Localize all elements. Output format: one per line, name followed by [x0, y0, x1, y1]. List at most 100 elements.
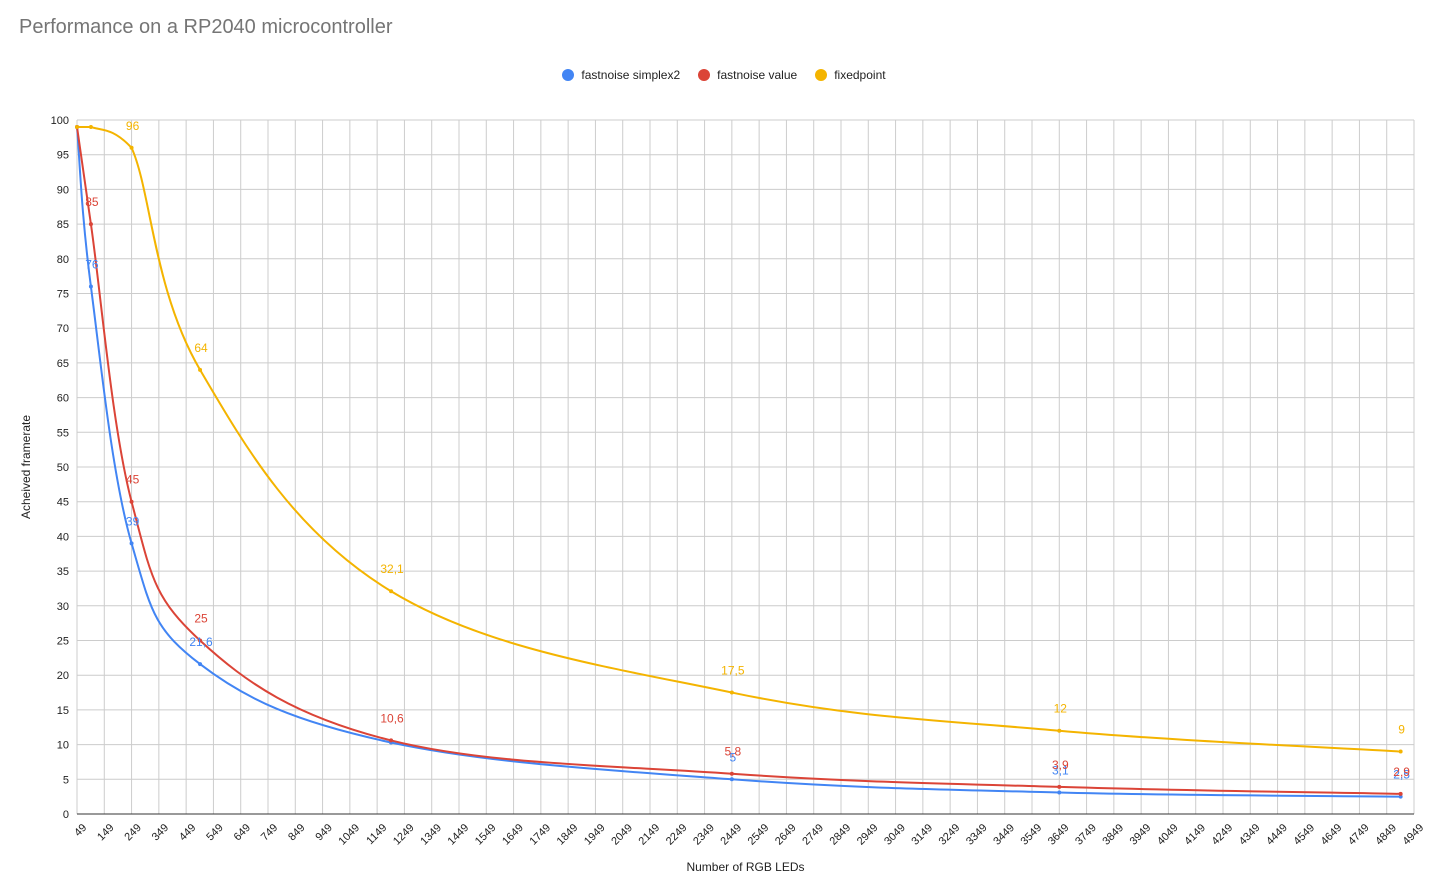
y-tick-label: 50: [57, 462, 69, 474]
y-tick-label: 0: [63, 809, 69, 821]
y-tick-label: 15: [57, 705, 69, 717]
data-point-fastnoise-value: [1398, 791, 1403, 796]
x-tick-label: 1449: [446, 822, 472, 848]
legend-label: fastnoise value: [717, 68, 798, 82]
data-label-fastnoise-simplex2: 39: [126, 514, 140, 528]
x-tick-label: 1249: [391, 822, 417, 848]
x-tick-label: 1949: [582, 822, 608, 848]
data-point-fixedpoint: [389, 589, 394, 594]
data-point-fastnoise-simplex2: [129, 541, 134, 546]
data-label-fastnoise-simplex2: 5: [730, 750, 737, 764]
y-tick-label: 20: [57, 670, 69, 682]
series-points: [75, 124, 1403, 799]
x-tick-label: 2249: [664, 822, 690, 848]
data-label-fastnoise-simplex2: 2,5: [1393, 768, 1410, 782]
y-tick-labels: 0 5 10 15 20 25 30 35 40 45 50 55 60 65 70 75 80 85 90 95 10…: [51, 115, 69, 821]
x-tick-label: 4649: [1319, 822, 1345, 848]
x-tick-label: 3849: [1100, 822, 1126, 848]
data-label-fastnoise-value: 2,9: [1393, 765, 1410, 779]
data-point-fixedpoint: [729, 690, 734, 695]
x-tick-label: 4749: [1346, 822, 1372, 848]
x-tick-labels: 49 149 249 349 449 549 649 749 849 949 1049 1149 124…: [72, 822, 1426, 848]
y-tick-label: 70: [57, 323, 69, 335]
x-tick-label: 3449: [991, 822, 1017, 848]
x-tick-label: 3249: [937, 822, 963, 848]
x-tick-label: 2449: [718, 822, 744, 848]
x-tick-label: 4349: [1237, 822, 1263, 848]
data-label-fastnoise-value: 10,6: [380, 711, 404, 725]
legend-item-fixedpoint[interactable]: fixedpoint: [815, 68, 886, 82]
x-tick-label: 2749: [800, 822, 826, 848]
y-tick-label: 90: [57, 184, 69, 196]
y-tick-label: 5: [63, 774, 69, 786]
data-point-fixedpoint: [198, 367, 203, 372]
y-tick-label: 30: [57, 601, 69, 613]
x-tick-label: 1649: [500, 822, 526, 848]
y-tick-label: 40: [57, 531, 69, 543]
y-tick-label: 85: [57, 219, 69, 231]
x-tick-label: 1849: [555, 822, 581, 848]
y-tick-label: 45: [57, 497, 69, 509]
data-point-fixedpoint: [1057, 728, 1062, 733]
data-point-fastnoise-simplex2: [1057, 790, 1062, 795]
x-tick-label: 2649: [773, 822, 799, 848]
data-label-fastnoise-value: 45: [126, 473, 140, 487]
x-tick-label: 3549: [1019, 822, 1045, 848]
x-tick-label: 3749: [1073, 822, 1099, 848]
x-tick-label: 1149: [364, 822, 389, 847]
x-tick-label: 3049: [882, 822, 908, 848]
data-point-fastnoise-simplex2: [1398, 794, 1403, 799]
data-point-fixedpoint: [1398, 749, 1403, 754]
data-point-fastnoise-simplex2: [88, 284, 93, 289]
legend-swatch: [562, 69, 575, 81]
y-tick-label: 10: [57, 740, 69, 752]
data-label-fixedpoint: 64: [194, 341, 208, 355]
x-tick-label: 3349: [964, 822, 990, 848]
data-point-fastnoise-value: [1057, 784, 1062, 789]
x-tick-label: 549: [204, 822, 225, 843]
data-label-fastnoise-value: 85: [85, 195, 99, 209]
legend-swatch: [815, 69, 828, 81]
x-tick-label: 1049: [336, 822, 362, 848]
data-label-fastnoise-value: 5,8: [725, 745, 742, 759]
x-tick-label: 2549: [746, 822, 772, 848]
x-tick-label: 2049: [609, 822, 635, 848]
y-tick-label: 55: [57, 427, 69, 439]
legend-item-fastnoise-simplex2[interactable]: fastnoise simplex2: [562, 68, 680, 82]
x-tick-label: 4849: [1373, 822, 1399, 848]
x-tick-label: 4949: [1401, 822, 1427, 848]
x-tick-label: 1549: [473, 822, 499, 848]
x-tick-label: 4249: [1210, 822, 1236, 848]
data-point-fixedpoint: [129, 145, 134, 150]
data-point-fastnoise-value: [198, 638, 203, 643]
data-label-fixedpoint: 17,5: [721, 664, 745, 678]
x-tick-label: 849: [286, 822, 307, 843]
data-labels: 76 39 21,6 5 3,1 2,5 85 45 25 10,6 5,8 3,9 2,9 96 64 32…: [85, 119, 1410, 782]
data-label-fastnoise-simplex2: 76: [85, 258, 99, 272]
y-tick-label: 80: [57, 254, 69, 266]
data-point-fixedpoint: [88, 124, 93, 129]
data-point-fixedpoint: [75, 124, 79, 129]
data-label-fastnoise-value: 3,9: [1052, 758, 1069, 772]
series-lines: [76, 125, 1401, 798]
x-tick-label: 449: [177, 822, 198, 843]
data-label-fastnoise-simplex2: 21,6: [189, 635, 213, 649]
x-tick-label: 4049: [1155, 822, 1181, 848]
data-label-fixedpoint: 32,1: [380, 562, 404, 576]
x-tick-label: 49: [72, 822, 89, 839]
x-tick-label: 749: [259, 822, 280, 843]
x-tick-label: 249: [122, 822, 143, 843]
legend-item-fastnoise-value[interactable]: fastnoise value: [698, 68, 797, 82]
y-tick-label: 75: [57, 289, 69, 301]
legend-swatch: [698, 69, 711, 81]
y-tick-label: 95: [57, 150, 69, 162]
legend-label: fastnoise simplex2: [581, 68, 681, 82]
data-label-fixedpoint: 96: [126, 119, 140, 133]
y-tick-label: 65: [57, 358, 69, 370]
data-label-fixedpoint: 12: [1054, 702, 1068, 716]
y-tick-label: 100: [51, 115, 69, 127]
data-point-fastnoise-value: [129, 499, 134, 504]
data-label-fixedpoint: 9: [1398, 723, 1405, 737]
data-point-fastnoise-value: [88, 222, 93, 227]
